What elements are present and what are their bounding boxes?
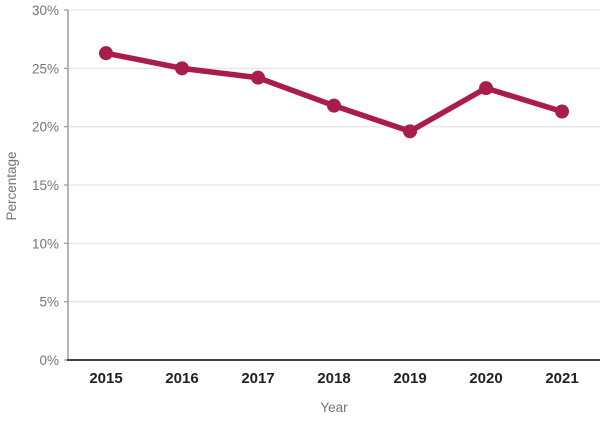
x-tick-label: 2021 [545, 370, 578, 387]
data-point[interactable] [555, 104, 569, 119]
y-axis-title: Percentage [4, 151, 19, 220]
x-tick-label: 2015 [89, 370, 122, 387]
data-point[interactable] [327, 98, 341, 113]
x-tick-label: 2016 [165, 370, 198, 387]
series-layer [99, 46, 569, 139]
grid-layer [68, 9, 600, 303]
x-tick-label: 2020 [469, 370, 502, 387]
y-tick-label: 25% [32, 61, 59, 76]
y-tick-label: 30% [32, 3, 59, 18]
data-point[interactable] [99, 46, 113, 61]
y-tick-label: 15% [32, 178, 59, 193]
x-tick-label: 2017 [241, 370, 274, 387]
y-tick-label: 0% [39, 353, 59, 368]
y-tick-label: 20% [32, 120, 59, 135]
data-point[interactable] [403, 124, 417, 139]
y-tick-label: 5% [39, 295, 59, 310]
series-line [103, 50, 565, 135]
y-tick-label: 10% [32, 236, 59, 251]
x-axis-title: Year [320, 400, 348, 415]
x-tick-label: 2018 [317, 370, 350, 387]
data-point[interactable] [251, 70, 265, 85]
tick-label-layer: 0% 5% 10% 15% 20% 25% 30% 2015 2016 2017 2018 2019 2… [32, 3, 579, 387]
x-tick-label: 2019 [393, 370, 426, 387]
axis-layer [64, 9, 600, 361]
data-point[interactable] [175, 61, 189, 76]
data-point[interactable] [479, 81, 493, 96]
